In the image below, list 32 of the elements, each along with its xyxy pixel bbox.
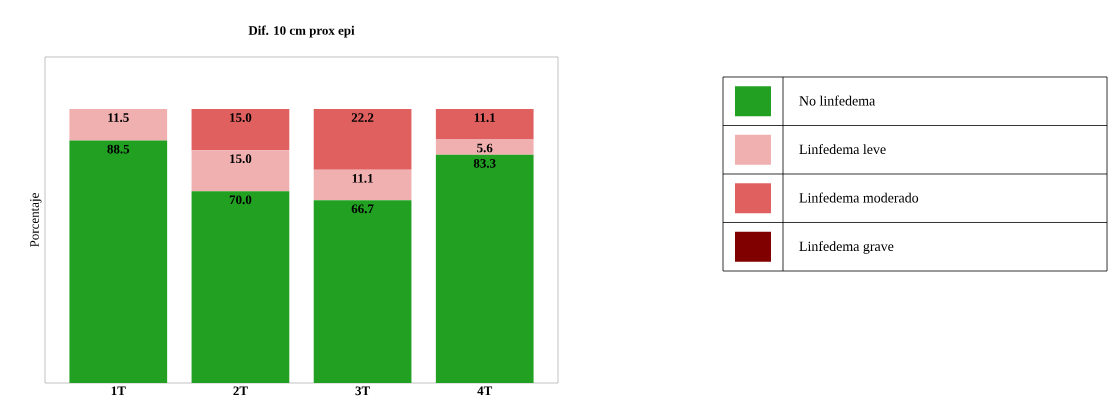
data-label: 5.6 <box>477 143 493 153</box>
data-label: 70.0 <box>229 195 252 205</box>
data-label: 11.5 <box>108 113 129 122</box>
bar <box>191 191 290 383</box>
data-label: 11.1 <box>474 113 496 122</box>
legend-label: Linfedema moderado <box>799 192 919 203</box>
bar <box>313 169 412 201</box>
data-label: 15.0 <box>230 113 252 123</box>
data-label: 66.7 <box>351 204 374 214</box>
bar <box>191 109 290 151</box>
data-label: 83.3 <box>473 159 496 168</box>
x-tick-label: 3T <box>355 386 370 396</box>
bar <box>435 139 534 155</box>
bar <box>313 200 412 383</box>
data-label: 15.0 <box>230 154 252 164</box>
x-tick-label: 1T <box>111 386 126 396</box>
bar <box>69 109 168 141</box>
chart-title: Dif. 10 cm prox epi <box>248 25 355 38</box>
data-label: 22.2 <box>351 113 374 123</box>
data-label: 11.1 <box>352 174 373 183</box>
bar <box>191 150 290 192</box>
legend-label: Linfedema leve <box>799 144 886 155</box>
x-tick-label: 2T <box>233 386 248 396</box>
bar <box>69 140 168 383</box>
y-axis-title: Porcentaje <box>30 193 42 247</box>
bar <box>435 109 534 140</box>
legend-label: No linfedema <box>799 95 876 106</box>
legend-label: Linfedema grave <box>799 241 894 254</box>
bar <box>435 154 534 383</box>
data-label: 88.5 <box>107 144 130 154</box>
x-tick-label: 4T <box>477 386 493 396</box>
bar <box>313 109 412 170</box>
